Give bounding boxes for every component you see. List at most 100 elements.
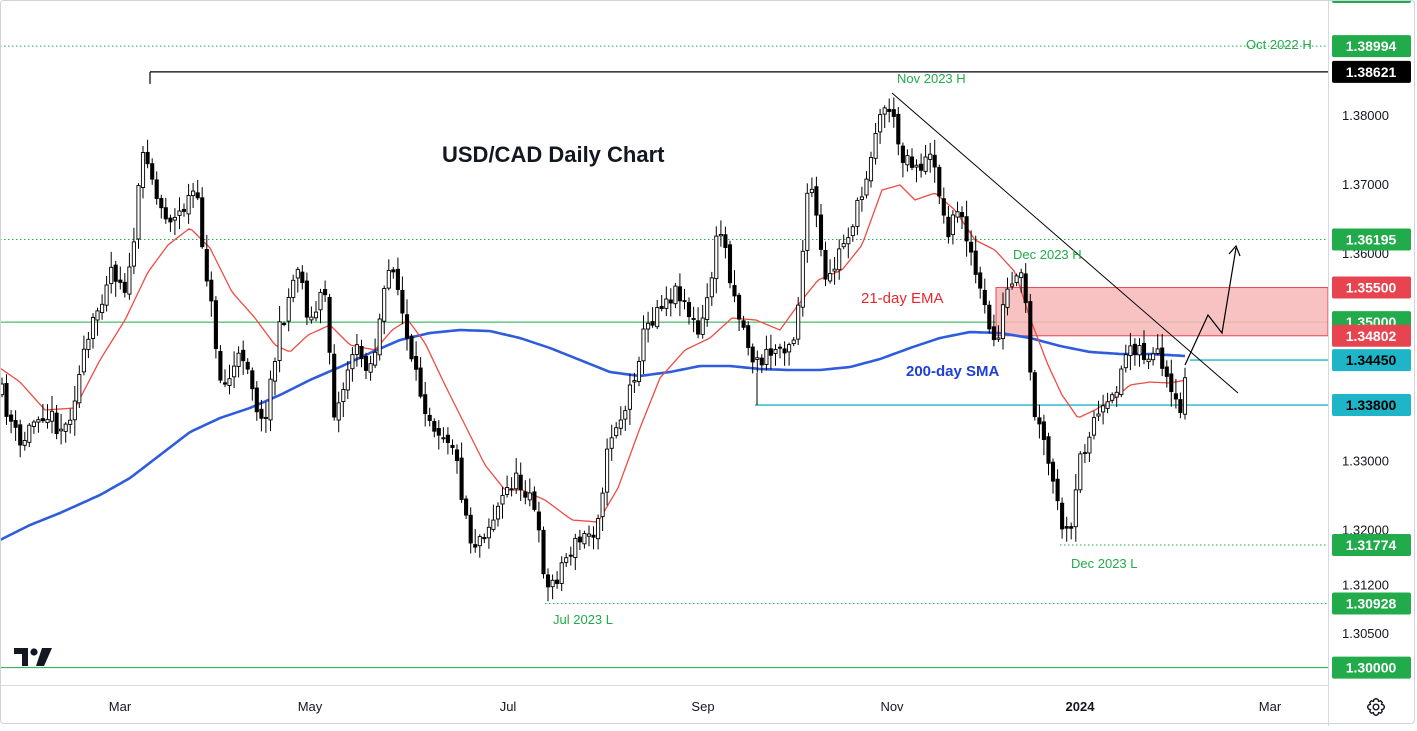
candle-body (196, 193, 199, 198)
candle-body (214, 301, 217, 349)
candle-body (533, 492, 536, 510)
candle-body (342, 390, 345, 402)
candle-body (283, 324, 286, 325)
candle-body (610, 438, 613, 449)
settings-gear-icon[interactable] (1365, 696, 1387, 718)
candle-body (938, 167, 941, 196)
candle-body (560, 563, 563, 584)
candle-body (510, 489, 513, 490)
candle-body (956, 212, 959, 217)
x-tick-label: Nov (880, 699, 904, 714)
candle-body (101, 304, 104, 312)
candle-body (651, 322, 654, 326)
candle (1033, 370, 1036, 421)
candle-body (319, 292, 322, 309)
candle-body (105, 285, 108, 305)
candle-body (806, 193, 809, 250)
candle-body (178, 211, 181, 215)
candle-body (687, 303, 690, 317)
candle-body (346, 370, 349, 390)
candle-body (28, 425, 31, 442)
candle-body (1179, 400, 1182, 413)
candle-body (487, 527, 490, 538)
x-tick-label: Mar (1259, 699, 1282, 714)
candle-body (933, 155, 936, 167)
candle-body (1038, 418, 1041, 424)
candle-body (137, 186, 140, 239)
price-label: 1.35500 (1332, 277, 1411, 299)
candle-body (451, 445, 454, 447)
candle-body (32, 422, 35, 427)
candle-body (783, 349, 786, 353)
x-tick-label: 2024 (1066, 699, 1096, 714)
candle-body (879, 115, 882, 132)
candle-body (924, 157, 927, 171)
annotation-label: Nov 2023 H (897, 71, 966, 86)
candle-body (1111, 395, 1114, 401)
candle-body (865, 179, 868, 195)
candle-body (829, 274, 832, 281)
candle-body (947, 217, 950, 236)
price-label: 1.30000 (1332, 657, 1411, 679)
candle-body (647, 323, 650, 329)
candle-body (465, 499, 468, 515)
candle-body (415, 356, 418, 369)
price-label-text: 1.36195 (1346, 232, 1397, 248)
candle-body (210, 280, 213, 301)
candle-body (337, 403, 340, 420)
candle-body (1102, 406, 1105, 412)
candle-body (747, 326, 750, 348)
candle-body (769, 349, 772, 356)
candle-body (192, 191, 195, 196)
candle (1029, 294, 1032, 381)
candle-body (942, 199, 945, 215)
candle-body (5, 384, 8, 417)
candle-body (1088, 437, 1091, 453)
x-tick-label: Sep (691, 699, 714, 714)
candle-body (1065, 527, 1068, 529)
candle-body (574, 538, 577, 557)
candle-body (897, 114, 900, 143)
tradingview-logo[interactable] (14, 646, 54, 673)
price-label: 1.34450 (1332, 349, 1411, 371)
candle-body (528, 493, 531, 500)
price-label-text: 1.35500 (1346, 280, 1397, 296)
candle-body (920, 164, 923, 170)
candle-body (765, 349, 768, 364)
candle-body (410, 336, 413, 359)
candle-body (1156, 349, 1159, 354)
candle-body (869, 158, 872, 181)
candle-body (0, 384, 3, 395)
candle-body (119, 280, 122, 282)
candle-body (132, 242, 135, 266)
price-label: 1.34802 (1332, 325, 1411, 347)
candle-body (537, 512, 540, 530)
candle-body (851, 227, 854, 236)
candle-body (292, 280, 295, 297)
candle-body (41, 419, 44, 421)
candle (801, 240, 804, 317)
candle-body (751, 347, 754, 362)
price-label: 1.31774 (1332, 534, 1411, 556)
candle-body (615, 428, 618, 436)
candle-body (1015, 276, 1018, 283)
candle-body (314, 312, 317, 318)
price-label: 1.30928 (1332, 592, 1411, 614)
annotation-label: Dec 2023 H (1013, 247, 1082, 262)
candle-body (437, 429, 440, 436)
candle-body (756, 358, 759, 360)
candle-body (474, 545, 477, 548)
candle-body (1074, 490, 1077, 527)
candle-body (1115, 392, 1118, 397)
y-tick-label: 1.37000 (1342, 177, 1389, 192)
candle-body (515, 473, 518, 489)
candle-body (1042, 422, 1045, 440)
candle-body (1152, 354, 1155, 360)
candle-body (19, 425, 22, 445)
candle-body (506, 488, 509, 495)
candle-body (960, 213, 963, 217)
candle-body (324, 290, 327, 295)
candle-body (424, 395, 427, 414)
candle-body (287, 298, 290, 322)
